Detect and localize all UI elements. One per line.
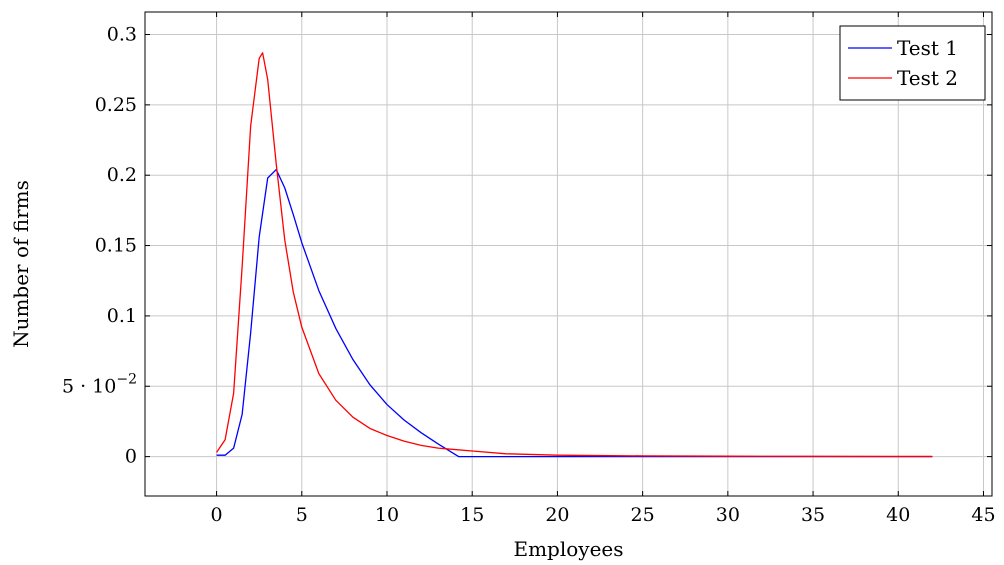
legend-label-2: Test 2 <box>897 66 958 90</box>
legend-box <box>839 25 986 101</box>
series-line-1 <box>216 168 933 458</box>
series-group <box>216 52 933 458</box>
y-tick-label: 0.1 <box>107 305 137 327</box>
x-tick-label: 15 <box>460 504 484 526</box>
x-tick-label: 30 <box>716 504 740 526</box>
y-tick-label: 0.2 <box>107 164 137 186</box>
y-tick-label-exponent: −2 <box>116 371 137 387</box>
y-tick-label: 0.25 <box>95 94 137 116</box>
series-line-2 <box>216 52 933 458</box>
x-tick-label: 20 <box>545 504 569 526</box>
y-tick-label: 0.15 <box>95 235 137 257</box>
y-tick-label-base: 5 · 10 <box>62 375 116 397</box>
grid <box>145 12 992 496</box>
y-tick-label: 0.3 <box>107 24 137 46</box>
y-tick-label: 5 · 10−2 <box>62 371 137 397</box>
legend-label-1: Test 1 <box>897 36 958 60</box>
x-tick-label: 5 <box>296 504 308 526</box>
x-axis-label: Employees <box>513 537 623 561</box>
x-tick-label: 45 <box>971 504 995 526</box>
legend: Test 1 Test 2 <box>839 25 986 101</box>
x-tick-label: 25 <box>631 504 655 526</box>
x-tick-label: 10 <box>375 504 399 526</box>
plot-frame <box>144 11 993 497</box>
x-tick-label: 35 <box>801 504 825 526</box>
y-tick-label: 0 <box>125 446 137 468</box>
y-axis-label: Number of firms <box>9 180 33 348</box>
axis-ticks: 0 5 10 15 20 25 30 35 40 45 0 5 · 10−2 0.1 0.15 0.2 0.2… <box>62 12 996 526</box>
x-tick-label: 40 <box>886 504 910 526</box>
x-tick-label: 0 <box>211 504 223 526</box>
